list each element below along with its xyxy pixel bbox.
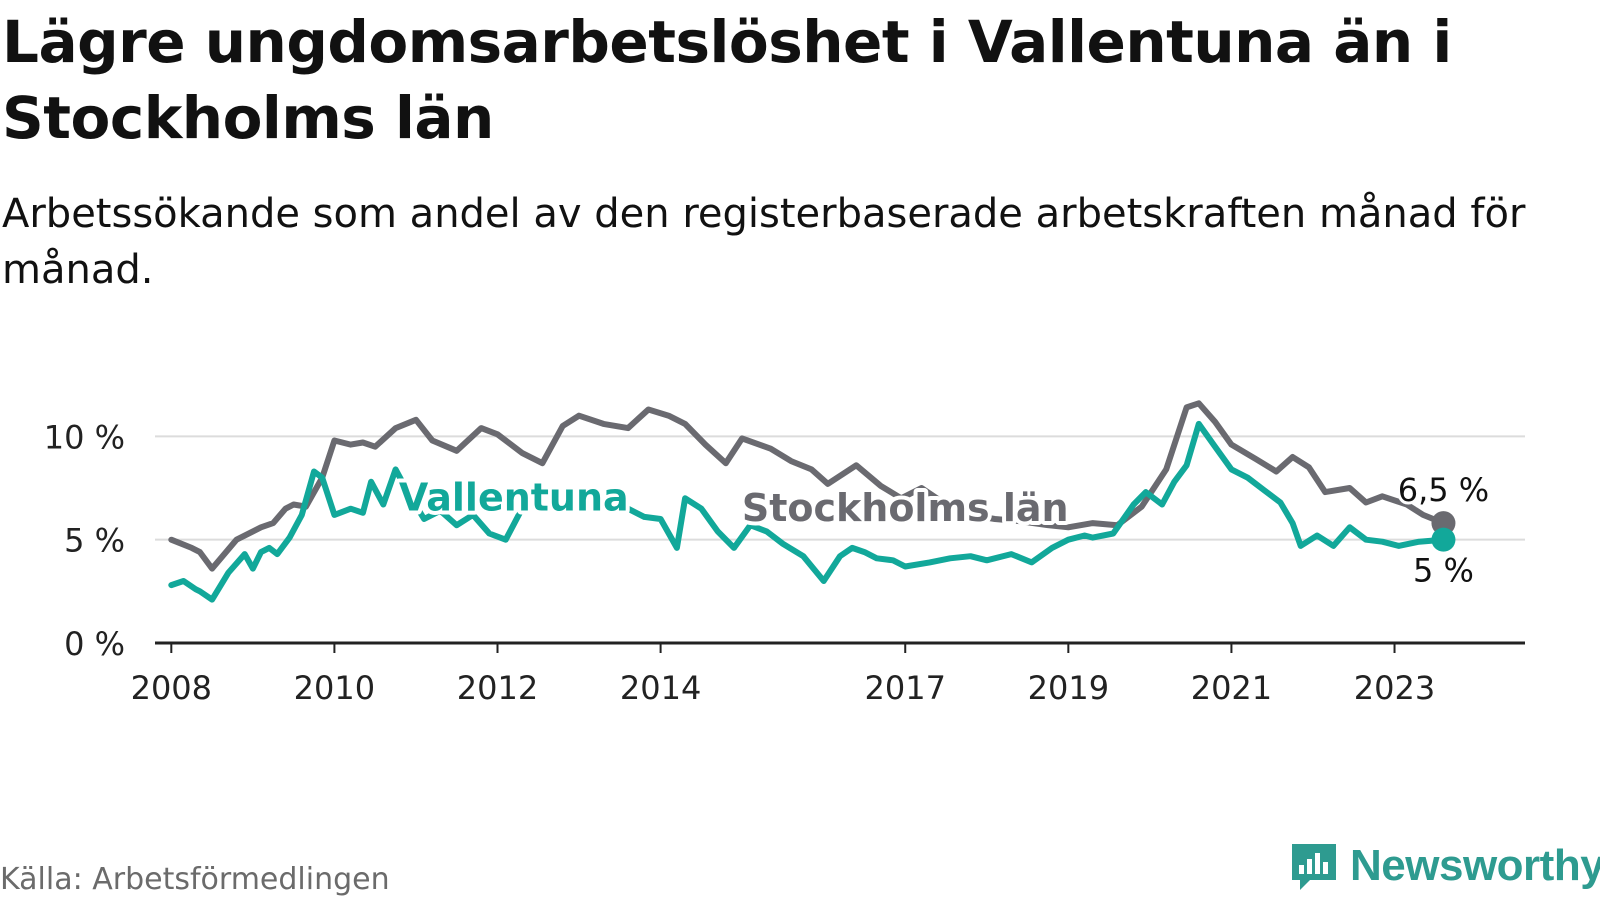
series-label: Vallentuna <box>399 476 629 520</box>
x-tick-label: 2019 <box>1028 669 1109 707</box>
brand-name: Newsworthy <box>1350 841 1600 890</box>
y-tick-label: 10 % <box>44 418 125 456</box>
y-tick-label: 0 % <box>64 625 125 663</box>
brand-logo[interactable]: Newsworthy <box>1288 840 1600 892</box>
series-line-vallentuna <box>168 420 1447 603</box>
series-end-dot-stockholms-l-n <box>1431 511 1456 536</box>
x-tick-label: 2008 <box>131 669 212 707</box>
bar-chart-bubble-icon <box>1292 844 1336 890</box>
chart-subtitle: Arbetssökande som andel av den registerb… <box>2 191 1526 293</box>
x-tick-label: 2014 <box>620 669 701 707</box>
series-line-stockholms-l-n <box>168 400 1447 572</box>
x-tick-label: 2017 <box>865 669 946 707</box>
series-end-dot-vallentuna <box>1431 527 1456 552</box>
chart-title: Lägre ungdomsarbetslöshet i Vallentuna ä… <box>2 8 1452 152</box>
label-layer: Stockholms län Vallentuna 6,5 % 5 % <box>395 468 1492 593</box>
x-tick-label: 2021 <box>1191 669 1272 707</box>
x-tick-label: 2023 <box>1354 669 1435 707</box>
axis-layer: 0 % 5 % 10 % 2008 2010 2012 2014 2017 2019 2021 20… <box>44 418 1525 707</box>
end-value-label: 6,5 % <box>1398 471 1489 509</box>
y-tick-label: 5 % <box>64 522 125 560</box>
end-value-label: 5 % <box>1413 552 1474 590</box>
series-layer <box>168 400 1456 603</box>
series-label: Stockholms län <box>742 486 1069 530</box>
x-tick-label: 2012 <box>457 669 538 707</box>
source-note: Källa: Arbetsförmedlingen <box>0 862 390 897</box>
x-tick-label: 2010 <box>294 669 375 707</box>
